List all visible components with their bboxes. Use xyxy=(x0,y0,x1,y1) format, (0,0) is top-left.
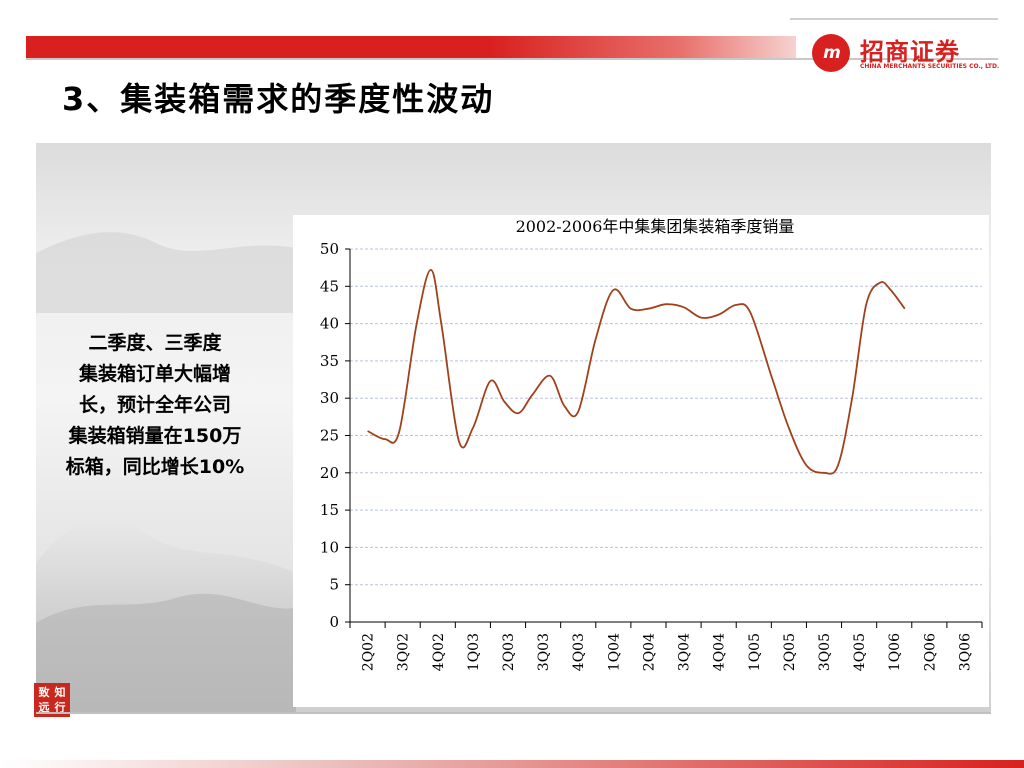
chart-container: 2002-2006年中集集团集装箱季度销量 0 5 10 15 20 25 30 35 40 45… xyxy=(293,215,989,707)
series-line xyxy=(367,268,906,475)
summary-line: 集装箱订单大幅增 xyxy=(78,363,231,385)
mountain-illustration xyxy=(36,232,296,713)
header-divider xyxy=(26,58,998,60)
page-title: 3、集装箱需求的季度性波动 xyxy=(62,80,495,118)
y-tick-label: 5 xyxy=(329,576,339,594)
y-tick-label: 15 xyxy=(320,501,339,519)
x-tick-label: 3Q04 xyxy=(677,633,693,671)
x-tick-label: 4Q05 xyxy=(852,633,868,671)
y-tick-label: 35 xyxy=(320,352,339,370)
x-tick-label: 4Q02 xyxy=(431,633,447,671)
series-layer xyxy=(367,268,906,475)
x-tick-label: 3Q02 xyxy=(396,633,412,671)
x-tick-label: 2Q04 xyxy=(641,633,657,671)
header-accent-line xyxy=(790,18,998,20)
summary-line: 长，预计全年公司 xyxy=(78,394,231,416)
x-tick-label: 2Q05 xyxy=(782,633,798,671)
seal-stamp: 致 知 远 行 xyxy=(34,683,70,717)
x-tick-label: 3Q06 xyxy=(957,633,973,671)
y-tick-label: 20 xyxy=(320,464,339,482)
x-tick-label: 2Q03 xyxy=(501,633,517,671)
chart-title: 2002-2006年中集集团集装箱季度销量 xyxy=(516,217,795,236)
x-tick-label: 1Q03 xyxy=(466,633,482,671)
x-tick-label: 4Q04 xyxy=(712,633,728,671)
x-tick-label: 1Q06 xyxy=(887,633,903,671)
y-tick-label: 40 xyxy=(320,315,339,333)
x-tick-label: 3Q03 xyxy=(536,633,552,671)
sidebar-summary: 二季度、三季度 集装箱订单大幅增 长，预计全年公司 集装箱销量在150万 标箱，… xyxy=(30,328,280,483)
brand-logo: m 招商证券 CHINA MERCHANTS SECURITIES CO., L… xyxy=(812,32,999,76)
header-red-bar xyxy=(26,36,796,58)
x-tick-label: 4Q03 xyxy=(571,633,587,671)
brand-mark-icon: m xyxy=(812,34,850,72)
brand-name: 招商证券 xyxy=(860,38,960,66)
summary-line: 集装箱销量在150万 xyxy=(68,425,242,447)
y-tick-label: 10 xyxy=(320,538,339,556)
brand-subtitle: CHINA MERCHANTS SECURITIES CO., LTD. xyxy=(860,63,1000,70)
x-tick-label: 3Q05 xyxy=(817,633,833,671)
x-tick-label: 2Q06 xyxy=(922,633,938,671)
x-tick-label: 2Q02 xyxy=(361,633,377,671)
seal-char: 致 xyxy=(38,686,50,699)
y-tick-label: 0 xyxy=(329,613,339,631)
footer-divider xyxy=(36,712,991,714)
line-chart: 2002-2006年中集集团集装箱季度销量 0 5 10 15 20 25 30 35 40 45… xyxy=(320,217,983,671)
y-tick-label: 25 xyxy=(320,427,339,445)
seal-char: 远 xyxy=(38,701,50,714)
summary-line: 标箱，同比增长10% xyxy=(65,456,245,478)
x-tick-label: 1Q05 xyxy=(747,633,763,671)
grid-layer xyxy=(350,248,982,586)
y-tick-label: 45 xyxy=(320,277,339,295)
footer-bar xyxy=(0,760,1024,768)
y-tick-label: 50 xyxy=(320,240,339,258)
seal-char: 知 xyxy=(54,686,66,699)
x-tick-label: 1Q04 xyxy=(606,633,622,671)
y-tick-label: 30 xyxy=(320,389,339,407)
axis-layer: 0 5 10 15 20 25 30 35 40 45 50 2Q02 3Q02 4Q02 1Q03 2Q03… xyxy=(320,240,983,671)
summary-line: 二季度、三季度 xyxy=(88,332,222,354)
seal-char: 行 xyxy=(54,701,66,714)
